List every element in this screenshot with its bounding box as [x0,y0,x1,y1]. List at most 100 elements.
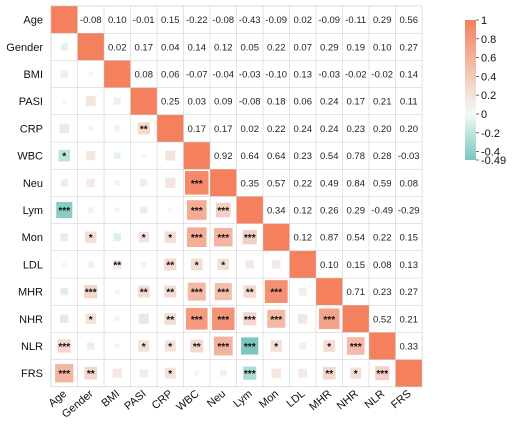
correlation-value-label: 0.27 [400,287,419,298]
upper-cell-bg [369,278,396,306]
upper-cell-bg [289,114,316,142]
significance-stars: *** [191,233,203,244]
correlation-square [298,314,308,324]
significance-stars: * [354,369,358,380]
correlation-value-label: -0.11 [345,15,366,26]
correlation-value-label: 0.07 [294,42,313,53]
diagonal-cell-wbc [183,142,210,170]
correlation-square [84,285,98,299]
significance-stars: * [142,233,146,244]
upper-cell-bg [263,196,290,224]
color-scale-legend: 1 0.8 0.6 0.4 0.2 0 -0.2 -0.4-0.49 [465,15,506,167]
correlation-square [60,179,68,187]
correlation-value-label: 0.22 [267,124,286,135]
correlation-value-label: 0.33 [400,342,419,353]
correlation-value-label: 0.21 [373,97,392,108]
upper-cell-bg [342,196,369,224]
colorbar-gradient [465,20,476,160]
correlation-square [140,206,148,214]
correlation-value-label: -0.01 [133,15,155,26]
upper-cell-bg [104,33,131,61]
column-label: LDL [285,388,308,410]
correlation-value-label: 0.25 [161,97,180,108]
upper-cell-bg [157,6,184,34]
colorbar-tick-label: -0.2 [481,128,500,140]
upper-cell-bg [395,33,422,61]
correlation-square [57,339,71,353]
upper-cell-bg [316,60,343,88]
colorbar-tick-label: 0.2 [481,90,496,102]
correlation-value-label: 0.56 [400,15,419,26]
correlation-value-label: 0.59 [373,178,392,189]
colorbar-tick-label: 0 [481,109,487,121]
correlation-value-label: 0.10 [320,260,339,271]
correlation-square [242,230,257,245]
correlation-square [115,316,120,322]
colorbar-tick-label: 0.8 [481,34,496,46]
correlation-value-label: -0.08 [239,97,261,108]
row-label: Mon [22,232,43,244]
correlation-value-label: 0.14 [400,70,419,81]
correlation-value-label: 0.29 [373,15,392,26]
correlation-square [217,258,229,271]
correlation-square [322,366,336,380]
correlation-square [88,125,94,131]
upper-cell-bg [316,223,343,251]
significance-stars: * [195,260,199,271]
significance-stars: *** [350,342,362,353]
correlation-value-label: 0.08 [135,70,154,81]
correlation-value-label: 0.12 [294,233,313,244]
correlation-square [194,370,199,376]
significance-stars: ** [193,342,201,353]
upper-cell-bg [342,33,369,61]
correlation-value-label: 0.29 [347,206,366,217]
significance-stars: *** [217,315,229,326]
correlation-square [113,233,122,242]
upper-cell-bg [342,223,369,251]
significance-stars: *** [376,369,388,380]
upper-cell-bg [130,6,157,34]
correlation-value-label: -0.49 [371,206,393,217]
upper-cell-bg [130,33,157,61]
upper-cell-bg [342,114,369,142]
significance-stars: *** [191,315,203,326]
correlation-square [112,368,122,378]
upper-cell-bg [263,142,290,170]
correlation-square [270,340,282,352]
row-label: CRP [20,123,43,135]
significance-stars: *** [217,342,229,353]
column-label: WBC [174,388,201,414]
correlation-square [137,285,150,298]
correlation-value-label: 0.17 [347,97,366,108]
correlation-value-label: 0.08 [373,260,392,271]
correlation-value-label: 0.29 [320,42,339,53]
upper-cell-bg [369,114,396,142]
correlation-square [115,207,120,213]
correlation-square [141,153,146,158]
correlation-value-label: 0.20 [400,124,419,135]
correlation-matrix: -0.08 0.10 -0.01 0.15 -0.22 -0.08 -0.43 -0.09 0.… [50,5,423,388]
upper-cell-bg [395,305,422,333]
diagonal-cell-nhr [342,305,369,333]
correlation-value-label: 0.22 [267,42,286,53]
correlation-value-label: 0.57 [267,178,286,189]
significance-stars: * [89,315,93,326]
upper-cell-bg [342,60,369,88]
upper-cell-bg [395,142,422,170]
row-label: Gender [6,42,43,54]
significance-stars: *** [191,288,203,299]
diagonal-cell-mhr [316,278,343,306]
significance-stars: *** [244,342,256,353]
upper-cell-bg [316,114,343,142]
correlation-value-label: 0.06 [161,70,180,81]
row-label: WBC [17,151,43,163]
correlation-value-label: -0.09 [265,15,287,26]
correlation-value-label: -0.22 [186,15,208,26]
colorbar-tick-label: 1 [481,15,487,27]
upper-cell-bg [369,196,396,224]
diagonal-cell-gender [77,33,104,61]
diagonal-cell-ldl [289,250,316,278]
upper-cell-bg [395,6,422,34]
significance-stars: ** [87,369,95,380]
correlation-square [298,368,308,378]
